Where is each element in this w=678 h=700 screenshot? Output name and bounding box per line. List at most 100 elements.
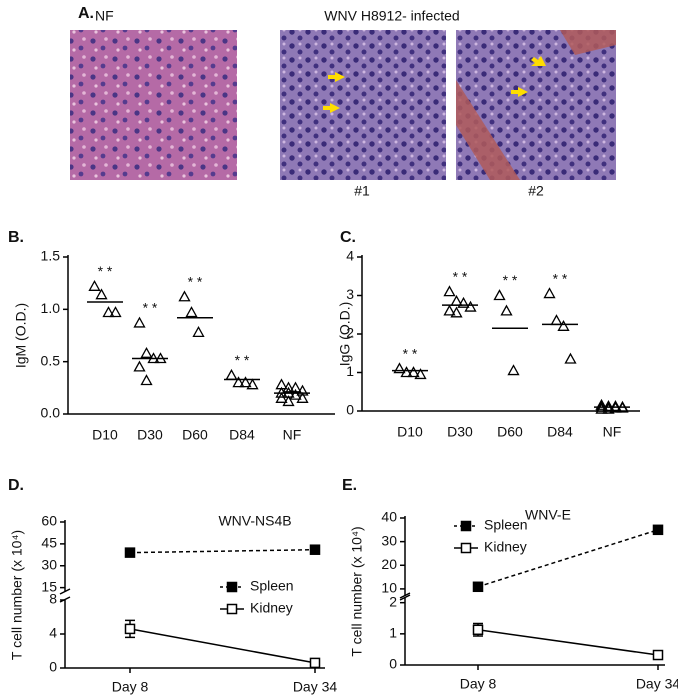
data-point (289, 388, 302, 400)
x-tick-label: D30 (137, 427, 163, 443)
data-point (124, 623, 136, 635)
arrow (511, 87, 528, 97)
image-label: #1 (354, 183, 370, 199)
legend-label: Spleen (484, 517, 528, 533)
data-point (414, 368, 427, 380)
data-point (239, 376, 252, 388)
arrow (323, 103, 340, 113)
significance: * * (98, 263, 113, 279)
data-point (109, 306, 122, 318)
data-point (443, 304, 456, 316)
y-tick-label: 0 (346, 402, 354, 418)
data-point (407, 366, 420, 378)
panel-a: A. NF WNV H8912- infected #1 #2 (70, 5, 616, 199)
legend-marker (226, 603, 238, 615)
y-axis-label: IgM (O.D.) (13, 303, 29, 368)
y-tick-label: 30 (41, 556, 57, 572)
data-point (493, 289, 506, 301)
y-tick-label: 40 (381, 509, 397, 525)
series-line (477, 529, 659, 588)
x-tick-label: D10 (92, 427, 118, 443)
panel-letter: C. (340, 229, 356, 246)
x-tick-label: NF (603, 424, 622, 440)
y-tick-label: 1 (346, 363, 354, 379)
data-point (400, 366, 413, 378)
legend-label: Kidney (484, 539, 527, 555)
x-tick-label: Day 8 (460, 676, 497, 692)
data-point (602, 402, 615, 414)
y-tick-label: 45 (41, 535, 57, 551)
y-tick-label: 0.0 (41, 405, 61, 421)
y-tick-label: 1 (389, 625, 397, 641)
series-line (129, 628, 316, 664)
data-point (557, 319, 570, 331)
data-point (595, 402, 608, 414)
x-tick-label: NF (283, 427, 302, 443)
y-axis-label: IgG (O.D.) (337, 302, 353, 367)
data-point (282, 395, 295, 407)
y-tick-label: 1.5 (41, 248, 61, 264)
data-point (443, 285, 456, 297)
y-axis-label: T cell number (x 10⁴) (349, 526, 365, 656)
axis-break (59, 588, 71, 595)
x-tick-label: D84 (229, 427, 255, 443)
axis-break (399, 594, 411, 601)
histology-image (280, 30, 446, 180)
data-point (95, 288, 108, 300)
data-point (309, 544, 321, 555)
data-point (652, 649, 664, 661)
data-point (192, 326, 205, 338)
x-tick-label: Day 34 (636, 676, 678, 692)
x-tick-label: D10 (397, 424, 423, 440)
data-point (178, 290, 191, 302)
x-tick-label: D60 (497, 424, 523, 440)
data-point (595, 398, 608, 410)
data-point (289, 381, 302, 393)
y-tick-label: 30 (381, 532, 397, 548)
y-tick-label: 1.0 (41, 300, 61, 316)
y-tick-label: 4 (49, 625, 57, 641)
data-point (543, 287, 556, 299)
data-point (296, 384, 309, 396)
significance: * * (553, 270, 568, 286)
data-point (282, 381, 295, 393)
arrow (328, 72, 345, 82)
significance: * * (143, 300, 158, 316)
y-tick-label: 15 (41, 578, 57, 594)
histology-image (70, 30, 237, 180)
image-label: WNV H8912- infected (324, 8, 459, 24)
y-tick-label: 10 (381, 580, 397, 596)
data-point (472, 581, 484, 593)
tissue-region (456, 30, 616, 180)
image-label: #2 (528, 183, 544, 199)
arrow (531, 56, 546, 66)
panel-letter: B. (8, 229, 24, 246)
y-tick-label: 0 (389, 656, 397, 672)
data-point (296, 391, 309, 403)
y-tick-label: 3 (346, 286, 354, 302)
data-point (102, 306, 115, 318)
y-tick-label: 2 (389, 593, 397, 609)
y-tick-label: 60 (41, 513, 57, 529)
significance: * * (235, 352, 250, 368)
image-label: NF (95, 8, 114, 24)
data-point (275, 391, 288, 403)
x-tick-label: Day 8 (112, 679, 149, 695)
y-tick-label: 0.5 (41, 352, 61, 368)
data-point (309, 657, 321, 669)
panel-letter: E. (342, 477, 357, 494)
data-point (185, 306, 198, 318)
data-point (140, 346, 153, 358)
data-point (140, 374, 153, 386)
legend-marker (226, 581, 238, 593)
data-point (450, 306, 463, 318)
data-point (133, 360, 146, 372)
significance: * * (453, 268, 468, 284)
data-point (246, 378, 259, 390)
legend-marker (460, 520, 472, 532)
x-tick-label: Day 34 (293, 679, 338, 695)
axis-break (399, 592, 411, 599)
data-point (88, 279, 101, 291)
legend-label: Kidney (250, 600, 293, 616)
data-point (500, 304, 513, 316)
